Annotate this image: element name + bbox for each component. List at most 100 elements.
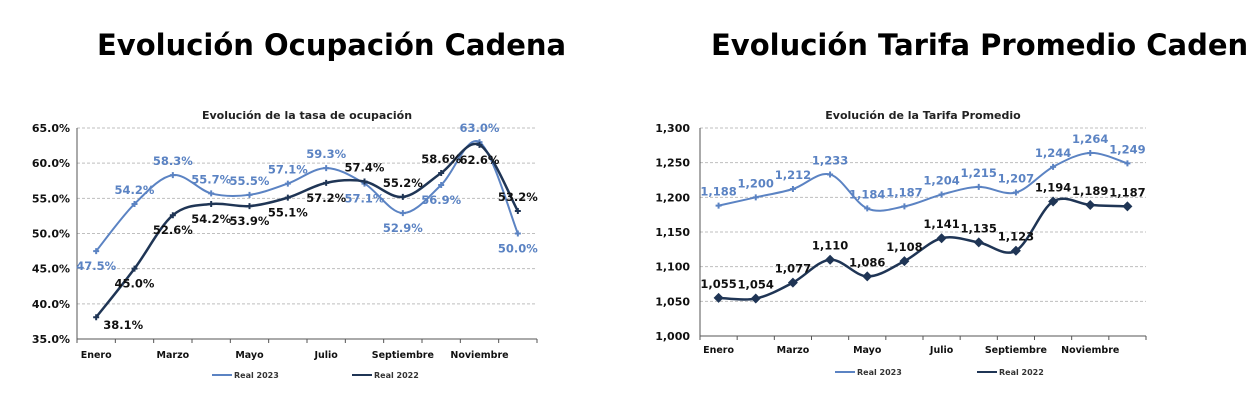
- legend-label: Real 2022: [374, 371, 419, 380]
- data-label: 1,110: [812, 239, 848, 253]
- data-label: 59.3%: [306, 147, 346, 161]
- data-label: 1,244: [1035, 146, 1071, 160]
- data-label: 58.3%: [153, 154, 193, 168]
- data-label: 57.2%: [306, 191, 346, 205]
- data-point-marker: [169, 212, 176, 219]
- data-label: 58.6%: [421, 152, 461, 166]
- data-label: 55.1%: [268, 206, 308, 220]
- x-tick-label: Noviembre: [450, 350, 508, 361]
- data-point-marker: [1087, 149, 1094, 156]
- data-label: 1,055: [700, 277, 736, 291]
- data-point-marker: [323, 165, 330, 172]
- x-tick-label: Marzo: [157, 350, 190, 361]
- legend-label: Real 2022: [999, 368, 1044, 377]
- data-label: 57.1%: [345, 192, 385, 206]
- data-label: 56.9%: [421, 193, 461, 207]
- data-label: 55.7%: [191, 172, 231, 186]
- x-tick-label: Septiembre: [372, 350, 434, 361]
- y-tick-label: 1,300: [655, 122, 690, 135]
- data-label: 1,215: [961, 166, 997, 180]
- data-point-marker: [514, 207, 521, 214]
- data-point-marker: [93, 314, 100, 321]
- x-tick-label: Julio: [929, 345, 954, 356]
- data-point-marker: [715, 202, 722, 209]
- y-tick-label: 1,000: [655, 330, 690, 343]
- data-point-marker: [752, 194, 759, 201]
- data-point-marker: [284, 180, 291, 187]
- data-label: 45.0%: [115, 277, 155, 291]
- data-point-marker: [399, 193, 406, 200]
- data-point-marker: [208, 200, 215, 207]
- x-tick-label: Noviembre: [1061, 345, 1119, 356]
- data-point-marker: [787, 277, 798, 288]
- data-point-marker: [1010, 245, 1021, 256]
- data-point-marker: [1050, 163, 1057, 170]
- data-point-marker: [936, 233, 947, 244]
- data-point-marker: [901, 203, 908, 210]
- data-point-marker: [208, 190, 215, 197]
- data-point-marker: [514, 230, 521, 237]
- data-label: 1,123: [998, 230, 1034, 244]
- data-label: 50.0%: [498, 242, 538, 256]
- data-label: 1,184: [849, 187, 885, 201]
- series-line-real-2022: [95, 142, 519, 318]
- data-point-marker: [93, 248, 100, 255]
- data-point-marker: [438, 181, 445, 188]
- y-tick-label: 1,100: [655, 261, 690, 274]
- chart-title: Evolución de la tasa de ocupación: [202, 109, 412, 122]
- data-point-marker: [131, 265, 138, 272]
- data-label: 1,189: [1072, 184, 1108, 198]
- y-tick-label: 45.0%: [32, 263, 70, 276]
- data-point-marker: [361, 178, 368, 185]
- data-label: 57.1%: [268, 163, 308, 177]
- data-point-marker: [827, 171, 834, 178]
- data-label: 1,135: [961, 221, 997, 235]
- x-tick-label: Enero: [703, 345, 734, 356]
- data-point-marker: [750, 293, 761, 304]
- data-point-marker: [246, 191, 253, 198]
- data-label: 52.6%: [153, 223, 193, 237]
- data-point-marker: [713, 292, 724, 303]
- data-point-marker: [899, 256, 910, 267]
- data-point-marker: [864, 205, 871, 212]
- rate-section-title: Evolución Tarifa Promedio Cadena: [711, 28, 1246, 62]
- data-label: 1,194: [1035, 180, 1071, 194]
- data-point-marker: [1048, 196, 1059, 207]
- data-point-marker: [1012, 189, 1019, 196]
- data-point-marker: [438, 170, 445, 177]
- y-tick-label: 50.0%: [32, 228, 70, 241]
- data-label: 47.5%: [76, 259, 116, 273]
- y-tick-label: 35.0%: [32, 333, 70, 346]
- data-label: 53.2%: [498, 190, 538, 204]
- data-label: 1,264: [1072, 132, 1108, 146]
- data-label: 1,108: [886, 240, 922, 254]
- occupancy-section-title: Evolución Ocupación Cadena: [97, 28, 567, 62]
- y-tick-label: 40.0%: [32, 298, 70, 311]
- data-label: 52.9%: [383, 221, 423, 235]
- data-label: 1,204: [923, 174, 959, 188]
- y-tick-label: 65.0%: [32, 122, 70, 135]
- data-label: 1,187: [886, 185, 922, 199]
- y-tick-label: 1,150: [655, 226, 690, 239]
- x-tick-label: Mayo: [235, 350, 264, 361]
- data-point-marker: [975, 183, 982, 190]
- data-point-marker: [789, 186, 796, 193]
- data-label: 1,249: [1109, 142, 1145, 156]
- x-tick-label: Marzo: [777, 345, 810, 356]
- legend-label: Real 2023: [857, 368, 902, 377]
- data-point-marker: [284, 194, 291, 201]
- data-label: 1,188: [700, 185, 736, 199]
- data-point-marker: [476, 141, 483, 148]
- y-tick-label: 55.0%: [32, 192, 70, 205]
- data-point-marker: [938, 191, 945, 198]
- data-point-marker: [323, 179, 330, 186]
- data-point-marker: [399, 210, 406, 217]
- y-tick-label: 1,250: [655, 157, 690, 170]
- data-label: 54.2%: [191, 212, 231, 226]
- x-tick-label: Julio: [313, 350, 338, 361]
- data-label: 1,233: [812, 153, 848, 167]
- data-point-marker: [1124, 160, 1131, 167]
- data-point-marker: [973, 237, 984, 248]
- x-tick-label: Septiembre: [985, 345, 1047, 356]
